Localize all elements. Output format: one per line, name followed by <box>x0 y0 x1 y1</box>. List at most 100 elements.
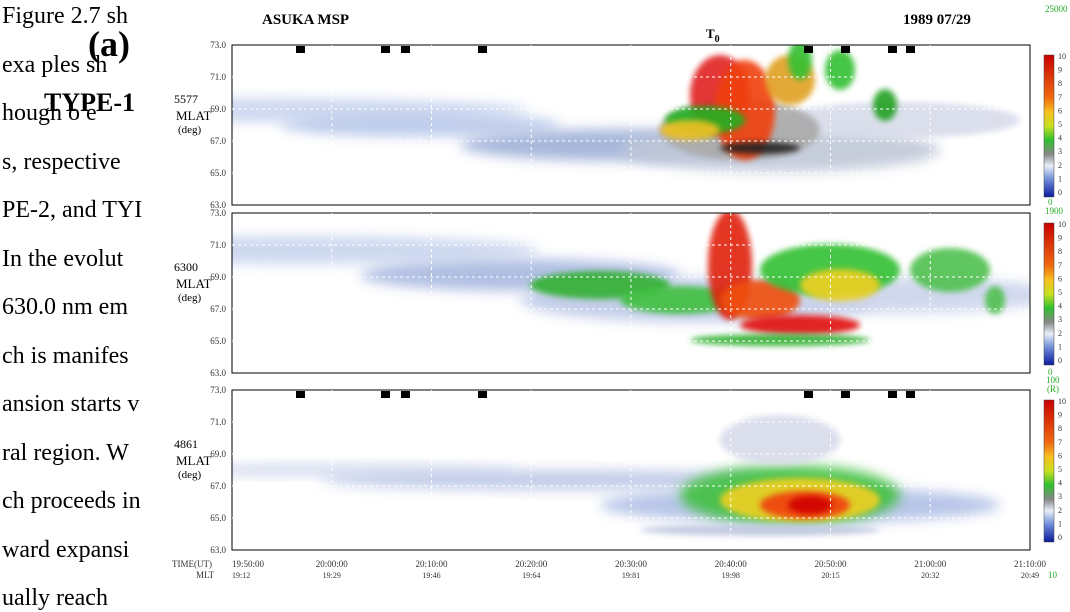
y-tick-label: 71.0 <box>210 240 226 250</box>
aurora-blob <box>320 470 800 490</box>
marker <box>841 391 850 398</box>
onset-label: T0 <box>706 26 720 45</box>
time-tick-label: 21:00:00 <box>914 559 947 569</box>
mlt-tick-label: 20:49 <box>1021 571 1039 580</box>
y-tick-label: 71.0 <box>210 72 226 82</box>
text-line: ch is manifes <box>2 342 129 369</box>
text-line: In the evolut <box>2 245 124 272</box>
colorbar-tick-label: 0 <box>1058 533 1062 542</box>
time-tick-label: 20:30:00 <box>615 559 648 569</box>
colorbar <box>1043 222 1055 366</box>
colorbar-tick-label: 7 <box>1058 93 1062 102</box>
marker <box>296 46 305 53</box>
colorbar-tick-label: 7 <box>1058 261 1062 270</box>
aurora-blob <box>720 415 840 465</box>
colorbar-tick-label: 4 <box>1058 302 1062 311</box>
mlt-tick-label: 19:12 <box>232 571 250 580</box>
marker <box>906 391 915 398</box>
text-line: exa ples sh <box>2 51 108 78</box>
keogram-figure: ASUKA MSP T0 1989 07/29 73.0 71.0 69.0 67.0 65.… <box>44 4 1068 580</box>
aurora-blob <box>720 142 800 154</box>
aurora-texture <box>232 45 1020 172</box>
y-tick-label: 73.0 <box>210 208 226 218</box>
station-label: ASUKA MSP <box>262 12 349 28</box>
colorbar-tick-label: 1 <box>1058 342 1062 351</box>
marker <box>401 391 410 398</box>
text-line: s, respective <box>2 148 121 175</box>
wavelength-label: 5577 <box>174 92 198 106</box>
colorbar-tick-label: 8 <box>1058 247 1062 256</box>
y-tick-label: 67.0 <box>210 304 226 314</box>
y-tick-label: 71.0 <box>210 417 226 427</box>
scale-label: 0 <box>1048 197 1053 207</box>
panel-letter: (a) <box>88 24 130 64</box>
wavelength-label: 6300 <box>174 260 198 274</box>
y-tick-label: 73.0 <box>210 40 226 50</box>
mlt-tick-label: 20:15 <box>821 571 839 580</box>
colorbar-tick-label: 5 <box>1058 120 1062 129</box>
marker <box>401 46 410 53</box>
colorbar-tick-label: 2 <box>1058 161 1062 170</box>
colorbar-tick-label: 6 <box>1058 451 1062 460</box>
colorbar-tick-label: 1 <box>1058 519 1062 528</box>
colorbar-tick-label: 0 <box>1058 356 1062 365</box>
page: { "document": { "lines": [ "Figure 2.7 s… <box>2 3 1068 611</box>
colorbar-tick-label: 10 <box>1058 397 1066 406</box>
aurora-blob <box>232 236 540 264</box>
time-tick-label: 21:10:00 <box>1014 559 1047 569</box>
colorbar-tick-label: 4 <box>1058 134 1062 143</box>
type-label: TYPE-1 <box>44 88 135 117</box>
text-line: PE-2, and TYI <box>2 197 143 223</box>
colorbar-tick-label: 3 <box>1058 492 1062 501</box>
y-tick-label: 73.0 <box>210 385 226 395</box>
marker <box>888 391 897 398</box>
scale-label: 25000 <box>1045 4 1068 14</box>
colorbar-tick-label: 5 <box>1058 288 1062 297</box>
text-line: ward expansi <box>2 536 130 563</box>
aurora-blob <box>660 120 720 140</box>
text-line: ansion starts v <box>2 391 140 417</box>
mlat-label: MLAT <box>176 276 211 291</box>
mlat-label: MLAT <box>176 108 211 123</box>
aurora-blob <box>280 113 560 137</box>
colorbar-tick-label: 2 <box>1058 506 1062 515</box>
y-tick-label: 65.0 <box>210 168 226 178</box>
colorbar-tick-label: 7 <box>1058 438 1062 447</box>
aurora-blob <box>800 269 880 301</box>
scale-label: 10 <box>1048 570 1058 580</box>
colorbar-tick-label: 6 <box>1058 274 1062 283</box>
marker <box>296 391 305 398</box>
y-tick-label: 69.0 <box>210 449 226 459</box>
time-tick-label: 20:10:00 <box>415 559 448 569</box>
unit-label: (deg) <box>178 292 202 304</box>
aurora-texture <box>232 213 1030 346</box>
text-line: Figure 2.7 sh <box>2 3 128 29</box>
text-line: 630.0 nm em <box>2 294 128 320</box>
colorbar <box>1043 399 1055 543</box>
mlt-tick-label: 19:81 <box>622 571 640 580</box>
aurora-blob <box>690 334 870 346</box>
time-tick-label: 20:50:00 <box>814 559 847 569</box>
marker <box>906 46 915 53</box>
mlt-tick-label: 19:29 <box>323 571 341 580</box>
aurora-blob <box>788 496 832 514</box>
scale-label: (R) <box>1047 384 1059 394</box>
mlt-axis-label: MLT <box>196 570 215 580</box>
y-tick-label: 69.0 <box>210 104 226 114</box>
colorbar-tick-label: 9 <box>1058 411 1062 420</box>
time-tick-label: 20:20:00 <box>515 559 548 569</box>
marker <box>478 46 487 53</box>
aurora-blob <box>620 286 740 314</box>
scale-label: 0 <box>1048 367 1053 377</box>
colorbar-tick-label: 3 <box>1058 147 1062 156</box>
scale-label: 1900 <box>1045 206 1064 216</box>
aurora-blob <box>715 60 775 160</box>
aurora-blob <box>640 524 880 536</box>
marker <box>804 46 813 53</box>
unit-label: (deg) <box>178 469 202 481</box>
y-tick-label: 67.0 <box>210 136 226 146</box>
marker <box>841 46 850 53</box>
colorbar-tick-label: 2 <box>1058 329 1062 338</box>
unit-label: (deg) <box>178 124 202 136</box>
aurora-blob <box>873 89 897 121</box>
